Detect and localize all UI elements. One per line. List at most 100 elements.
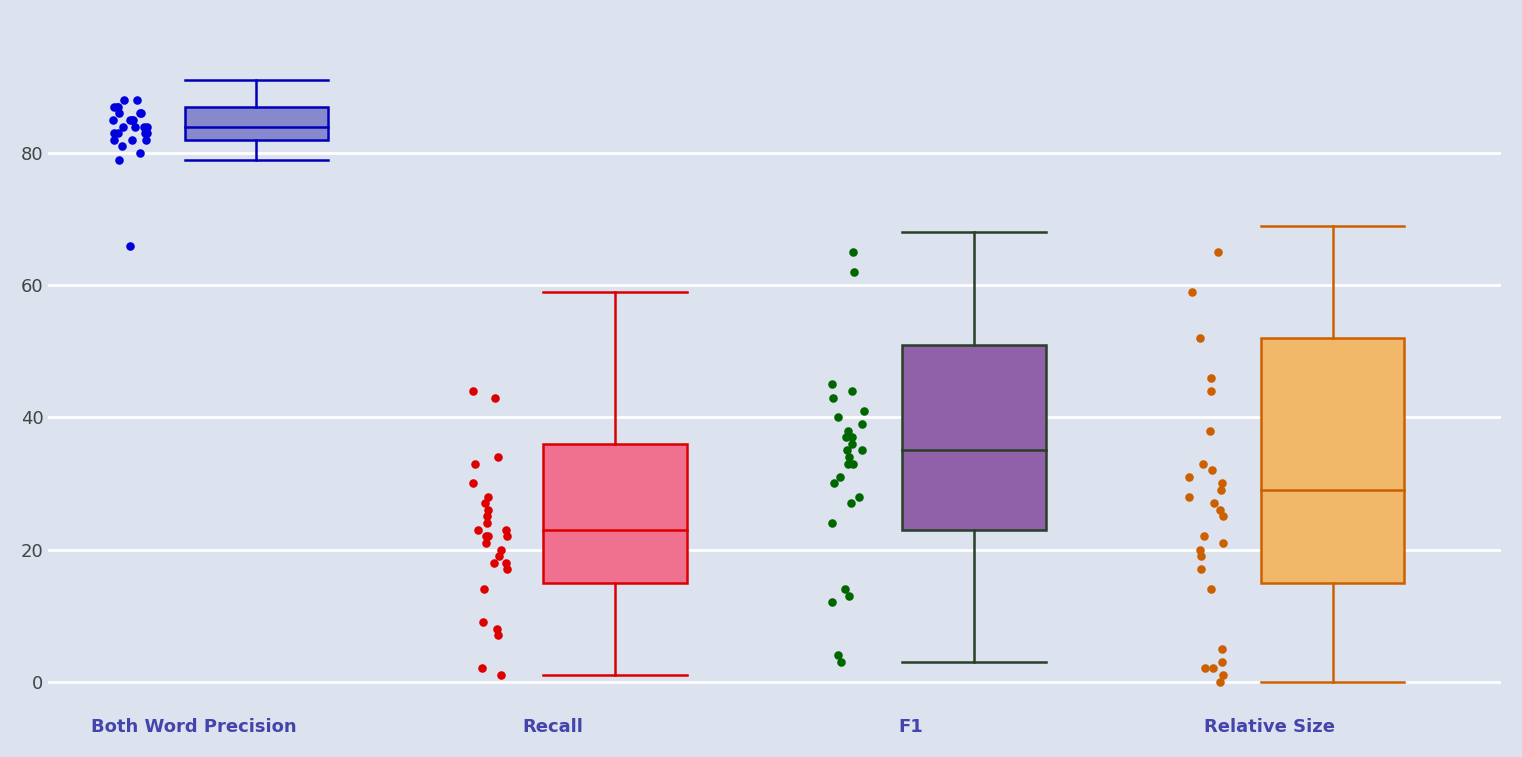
Point bbox=[837, 590, 861, 602]
Point bbox=[473, 530, 498, 542]
Point bbox=[1177, 491, 1201, 503]
Point bbox=[128, 107, 152, 120]
Point bbox=[1198, 372, 1222, 384]
Point bbox=[486, 629, 510, 641]
Point bbox=[1210, 478, 1234, 490]
Point bbox=[475, 537, 499, 549]
Point bbox=[826, 650, 851, 662]
Point bbox=[1189, 563, 1213, 575]
Point bbox=[842, 246, 866, 258]
Point bbox=[473, 497, 498, 509]
Point bbox=[475, 510, 499, 522]
Point bbox=[466, 524, 490, 536]
Point bbox=[461, 385, 486, 397]
Bar bbox=[543, 444, 686, 583]
Point bbox=[102, 127, 126, 139]
Point bbox=[819, 378, 843, 391]
Point bbox=[120, 114, 145, 126]
Point bbox=[495, 563, 519, 575]
Point bbox=[834, 431, 858, 443]
Point bbox=[128, 107, 152, 120]
Point bbox=[482, 391, 507, 403]
Point bbox=[1207, 504, 1231, 516]
Point bbox=[1205, 246, 1230, 258]
Bar bbox=[903, 344, 1046, 530]
Point bbox=[1198, 425, 1222, 437]
Point bbox=[1208, 675, 1233, 687]
Point bbox=[836, 457, 860, 469]
Point bbox=[119, 114, 143, 126]
Point bbox=[851, 444, 875, 456]
Bar bbox=[1260, 338, 1405, 583]
Point bbox=[123, 120, 148, 132]
Point bbox=[1199, 464, 1224, 476]
Point bbox=[493, 556, 517, 569]
Point bbox=[102, 101, 126, 113]
Point bbox=[135, 120, 160, 132]
Point bbox=[461, 478, 486, 490]
Point bbox=[120, 114, 145, 126]
Point bbox=[128, 147, 152, 159]
Point bbox=[851, 418, 875, 430]
Point bbox=[826, 411, 851, 423]
Point bbox=[840, 385, 864, 397]
Point bbox=[820, 597, 845, 609]
Point bbox=[829, 656, 854, 668]
Point bbox=[117, 239, 142, 251]
Point bbox=[135, 127, 160, 139]
Point bbox=[828, 471, 852, 483]
Point bbox=[132, 127, 157, 139]
Bar bbox=[184, 107, 329, 140]
Point bbox=[1177, 471, 1201, 483]
Point bbox=[1199, 385, 1224, 397]
Point bbox=[820, 391, 845, 403]
Point bbox=[489, 544, 513, 556]
Point bbox=[472, 616, 496, 628]
Point bbox=[113, 94, 137, 106]
Point bbox=[134, 134, 158, 146]
Point bbox=[839, 497, 863, 509]
Point bbox=[1199, 583, 1224, 595]
Point bbox=[848, 491, 872, 503]
Point bbox=[836, 425, 860, 437]
Point bbox=[852, 405, 877, 417]
Point bbox=[1189, 332, 1213, 344]
Point bbox=[840, 438, 864, 450]
Point bbox=[463, 457, 487, 469]
Point bbox=[131, 120, 155, 132]
Point bbox=[476, 530, 501, 542]
Point bbox=[1210, 643, 1234, 655]
Point bbox=[822, 478, 846, 490]
Point bbox=[472, 583, 496, 595]
Point bbox=[487, 550, 511, 562]
Point bbox=[1190, 457, 1215, 469]
Point bbox=[1210, 656, 1234, 668]
Point bbox=[470, 662, 495, 674]
Point bbox=[1210, 669, 1234, 681]
Point bbox=[102, 134, 126, 146]
Point bbox=[842, 266, 866, 278]
Point bbox=[486, 451, 510, 463]
Point bbox=[100, 114, 125, 126]
Point bbox=[495, 530, 519, 542]
Point bbox=[1208, 484, 1233, 496]
Point bbox=[820, 517, 845, 529]
Point bbox=[495, 524, 519, 536]
Point bbox=[840, 431, 864, 443]
Point bbox=[107, 107, 131, 120]
Point bbox=[837, 451, 861, 463]
Point bbox=[833, 583, 857, 595]
Point bbox=[111, 120, 135, 132]
Point bbox=[1202, 497, 1227, 509]
Point bbox=[1212, 537, 1236, 549]
Point bbox=[105, 101, 129, 113]
Point bbox=[1201, 662, 1225, 674]
Point bbox=[120, 134, 145, 146]
Point bbox=[1193, 662, 1218, 674]
Point bbox=[482, 556, 507, 569]
Point bbox=[1212, 510, 1236, 522]
Point bbox=[475, 517, 499, 529]
Point bbox=[105, 101, 129, 113]
Point bbox=[105, 127, 129, 139]
Point bbox=[842, 457, 866, 469]
